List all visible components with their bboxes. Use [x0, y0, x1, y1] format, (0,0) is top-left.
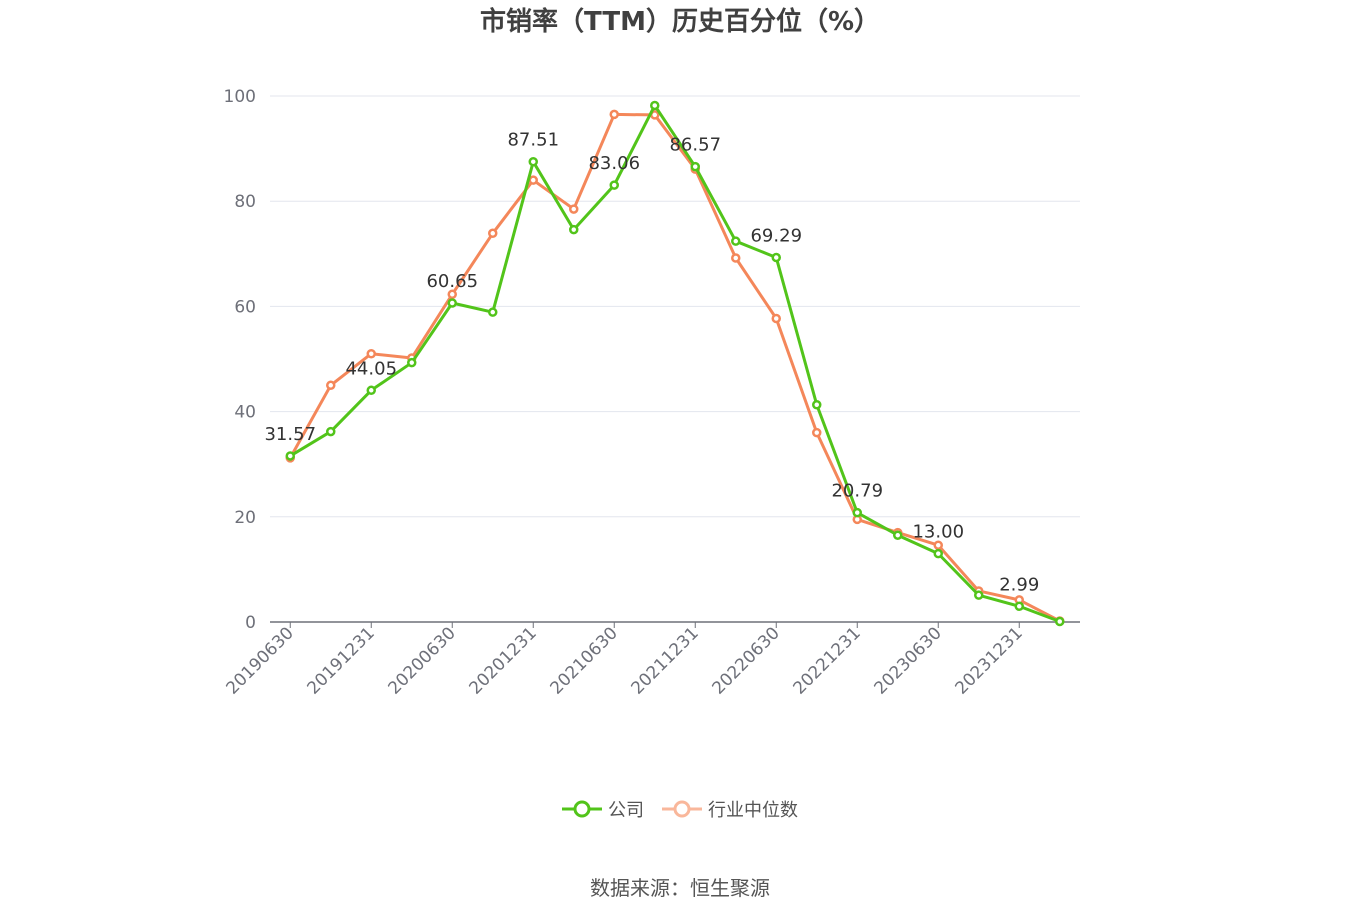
- industry-point: [771, 313, 781, 324]
- company-data-label: 87.51: [507, 130, 559, 151]
- y-tick-label: 100: [224, 87, 256, 107]
- company-data-label: 69.29: [750, 226, 802, 247]
- company-point: [609, 180, 619, 190]
- y-tick-label: 40: [234, 403, 256, 423]
- legend-company-marker: [562, 800, 602, 818]
- company-point: [447, 298, 457, 308]
- legend-item-industry[interactable]: 行业中位数: [662, 796, 798, 822]
- legend-industry-label: 行业中位数: [708, 800, 798, 821]
- legend-industry-marker: [662, 800, 702, 818]
- line-chart: 0 20 40 60 80 100 20190630 20191231 20200630 2020…: [222, 87, 1080, 699]
- industry-point: [366, 348, 376, 359]
- series-line-industry: [288, 112, 1061, 623]
- y-tick-label: 0: [245, 613, 256, 633]
- x-tick-label: 20190630: [222, 623, 297, 698]
- company-point: [366, 385, 376, 396]
- company-point: [1014, 601, 1024, 612]
- company-point: [731, 236, 741, 246]
- company-point: [893, 530, 903, 540]
- company-point: [285, 451, 295, 461]
- company-point: [650, 100, 660, 111]
- company-point: [1055, 616, 1065, 627]
- industry-point: [447, 289, 457, 300]
- y-tick-label: 60: [234, 297, 256, 317]
- industry-point: [731, 253, 741, 263]
- company-data-label: 44.05: [345, 358, 397, 379]
- company-point: [852, 507, 862, 518]
- industry-point: [528, 175, 538, 185]
- x-tick-label: 20210630: [546, 623, 621, 698]
- x-tick-label: 20220630: [708, 623, 783, 698]
- company-data-label: 31.57: [264, 424, 316, 445]
- x-tick-label: 20200630: [384, 623, 459, 698]
- company-data-label: 2.99: [999, 574, 1039, 595]
- x-tick-label: 20230630: [870, 623, 945, 698]
- company-point: [407, 357, 417, 368]
- x-tick-label: 20231231: [951, 623, 1026, 698]
- legend-item-company[interactable]: 公司: [562, 796, 644, 822]
- company-point: [771, 252, 781, 263]
- x-tick-label: 20221231: [789, 623, 864, 698]
- x-tick-label: 20211231: [627, 623, 702, 698]
- company-point: [812, 400, 822, 410]
- company-point: [933, 548, 943, 559]
- industry-point: [569, 204, 579, 214]
- company-point: [569, 224, 579, 235]
- company-point: [488, 307, 498, 317]
- company-point: [326, 426, 336, 437]
- industry-point: [933, 540, 943, 550]
- data-source-note: 数据来源：恒生聚源: [590, 876, 770, 900]
- company-data-label: 83.06: [588, 153, 640, 174]
- industry-point: [609, 109, 619, 120]
- company-data-label: 20.79: [831, 481, 883, 502]
- industry-point: [812, 427, 822, 438]
- company-point: [528, 156, 538, 167]
- company-point: [974, 590, 984, 600]
- x-tick-label: 20191231: [303, 623, 378, 698]
- y-tick-label: 80: [234, 192, 256, 212]
- series-line-company: [289, 103, 1061, 623]
- industry-point: [326, 380, 336, 391]
- x-tick-label: 20201231: [465, 623, 540, 698]
- chart-title: 市销率（TTM）历史百分位（%）: [480, 7, 880, 37]
- company-data-label: 13.00: [912, 522, 964, 543]
- company-point: [690, 161, 700, 172]
- industry-point: [488, 228, 498, 239]
- y-tick-label: 20: [234, 508, 256, 528]
- company-data-label: 86.57: [669, 135, 721, 156]
- chart-legend: 公司 行业中位数: [0, 796, 1360, 822]
- company-data-label: 60.65: [426, 271, 478, 292]
- legend-company-label: 公司: [608, 800, 644, 821]
